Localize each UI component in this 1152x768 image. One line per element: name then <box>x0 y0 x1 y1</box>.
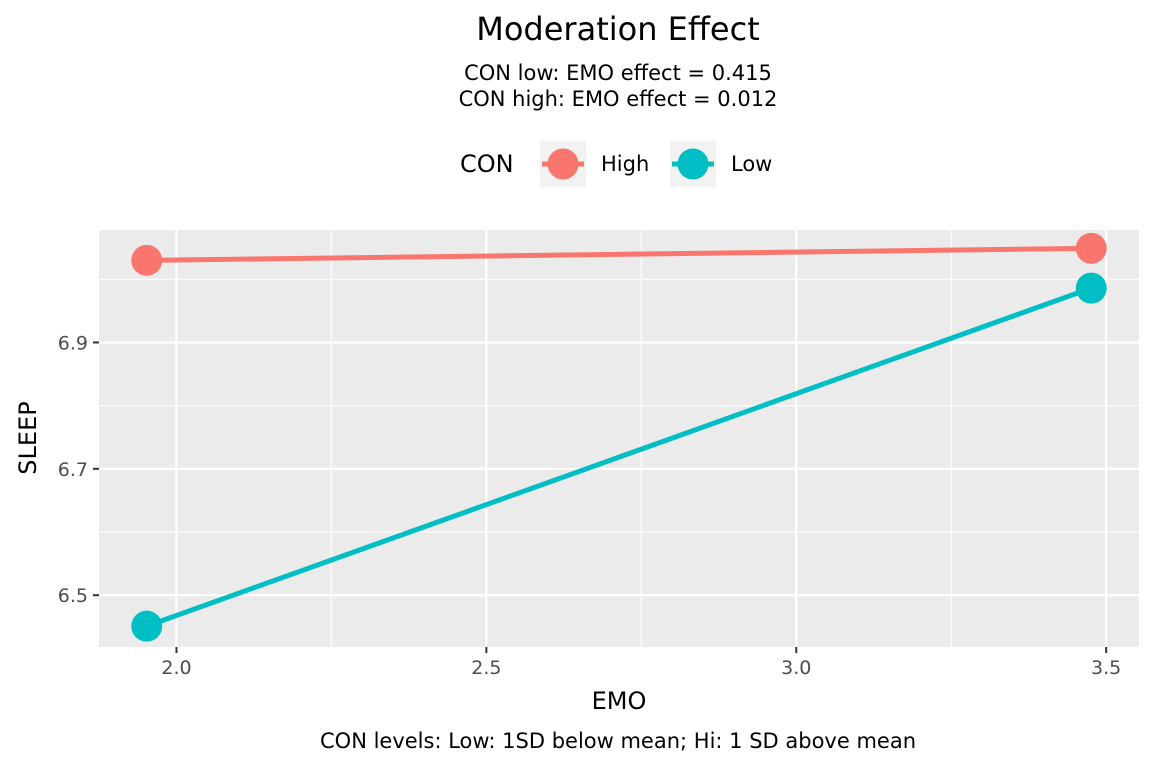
series-line-high <box>146 245 1092 263</box>
chart-caption: CON levels: Low: 1SD below mean; Hi: 1 S… <box>320 729 916 753</box>
y-axis-title: SLEEP <box>14 401 42 474</box>
legend-key-point <box>677 148 709 180</box>
y-tick-label: 6.9 <box>58 332 88 354</box>
x-tick-label: 3.5 <box>1091 657 1121 679</box>
legend-label-low: Low <box>731 152 772 176</box>
plot-panel <box>99 230 1139 647</box>
x-tick-label: 2.5 <box>471 657 501 679</box>
x-axis-title: EMO <box>592 687 647 715</box>
legend: CON High Low <box>460 141 772 187</box>
legend-key-point <box>547 148 579 180</box>
legend-label-high: High <box>601 152 649 176</box>
data-point-low <box>1075 272 1107 304</box>
chart-subtitle-line-2: CON high: EMO effect = 0.012 <box>459 87 778 111</box>
y-tick-label: 6.7 <box>58 459 88 481</box>
legend-title: CON <box>460 150 514 178</box>
grid-lines <box>99 230 1139 647</box>
data-point-high <box>131 244 163 276</box>
chart-subtitle-line-1: CON low: EMO effect = 0.415 <box>464 61 772 85</box>
x-tick-label: 2.0 <box>161 657 191 679</box>
data-point-high <box>1075 232 1107 264</box>
legend-items: High Low <box>540 141 772 187</box>
legend-item-high: High <box>540 141 649 187</box>
legend-item-low: Low <box>670 141 772 187</box>
chart-title: Moderation Effect <box>476 10 760 48</box>
y-tick-label: 6.5 <box>58 585 88 607</box>
series-layer <box>131 232 1107 642</box>
y-axis: 6.5 6.7 6.9 <box>58 332 99 607</box>
x-axis: 2.0 2.5 3.0 3.5 <box>161 647 1121 679</box>
series-line-low <box>145 285 1093 629</box>
data-point-low <box>131 610 163 642</box>
x-tick-label: 3.0 <box>781 657 811 679</box>
